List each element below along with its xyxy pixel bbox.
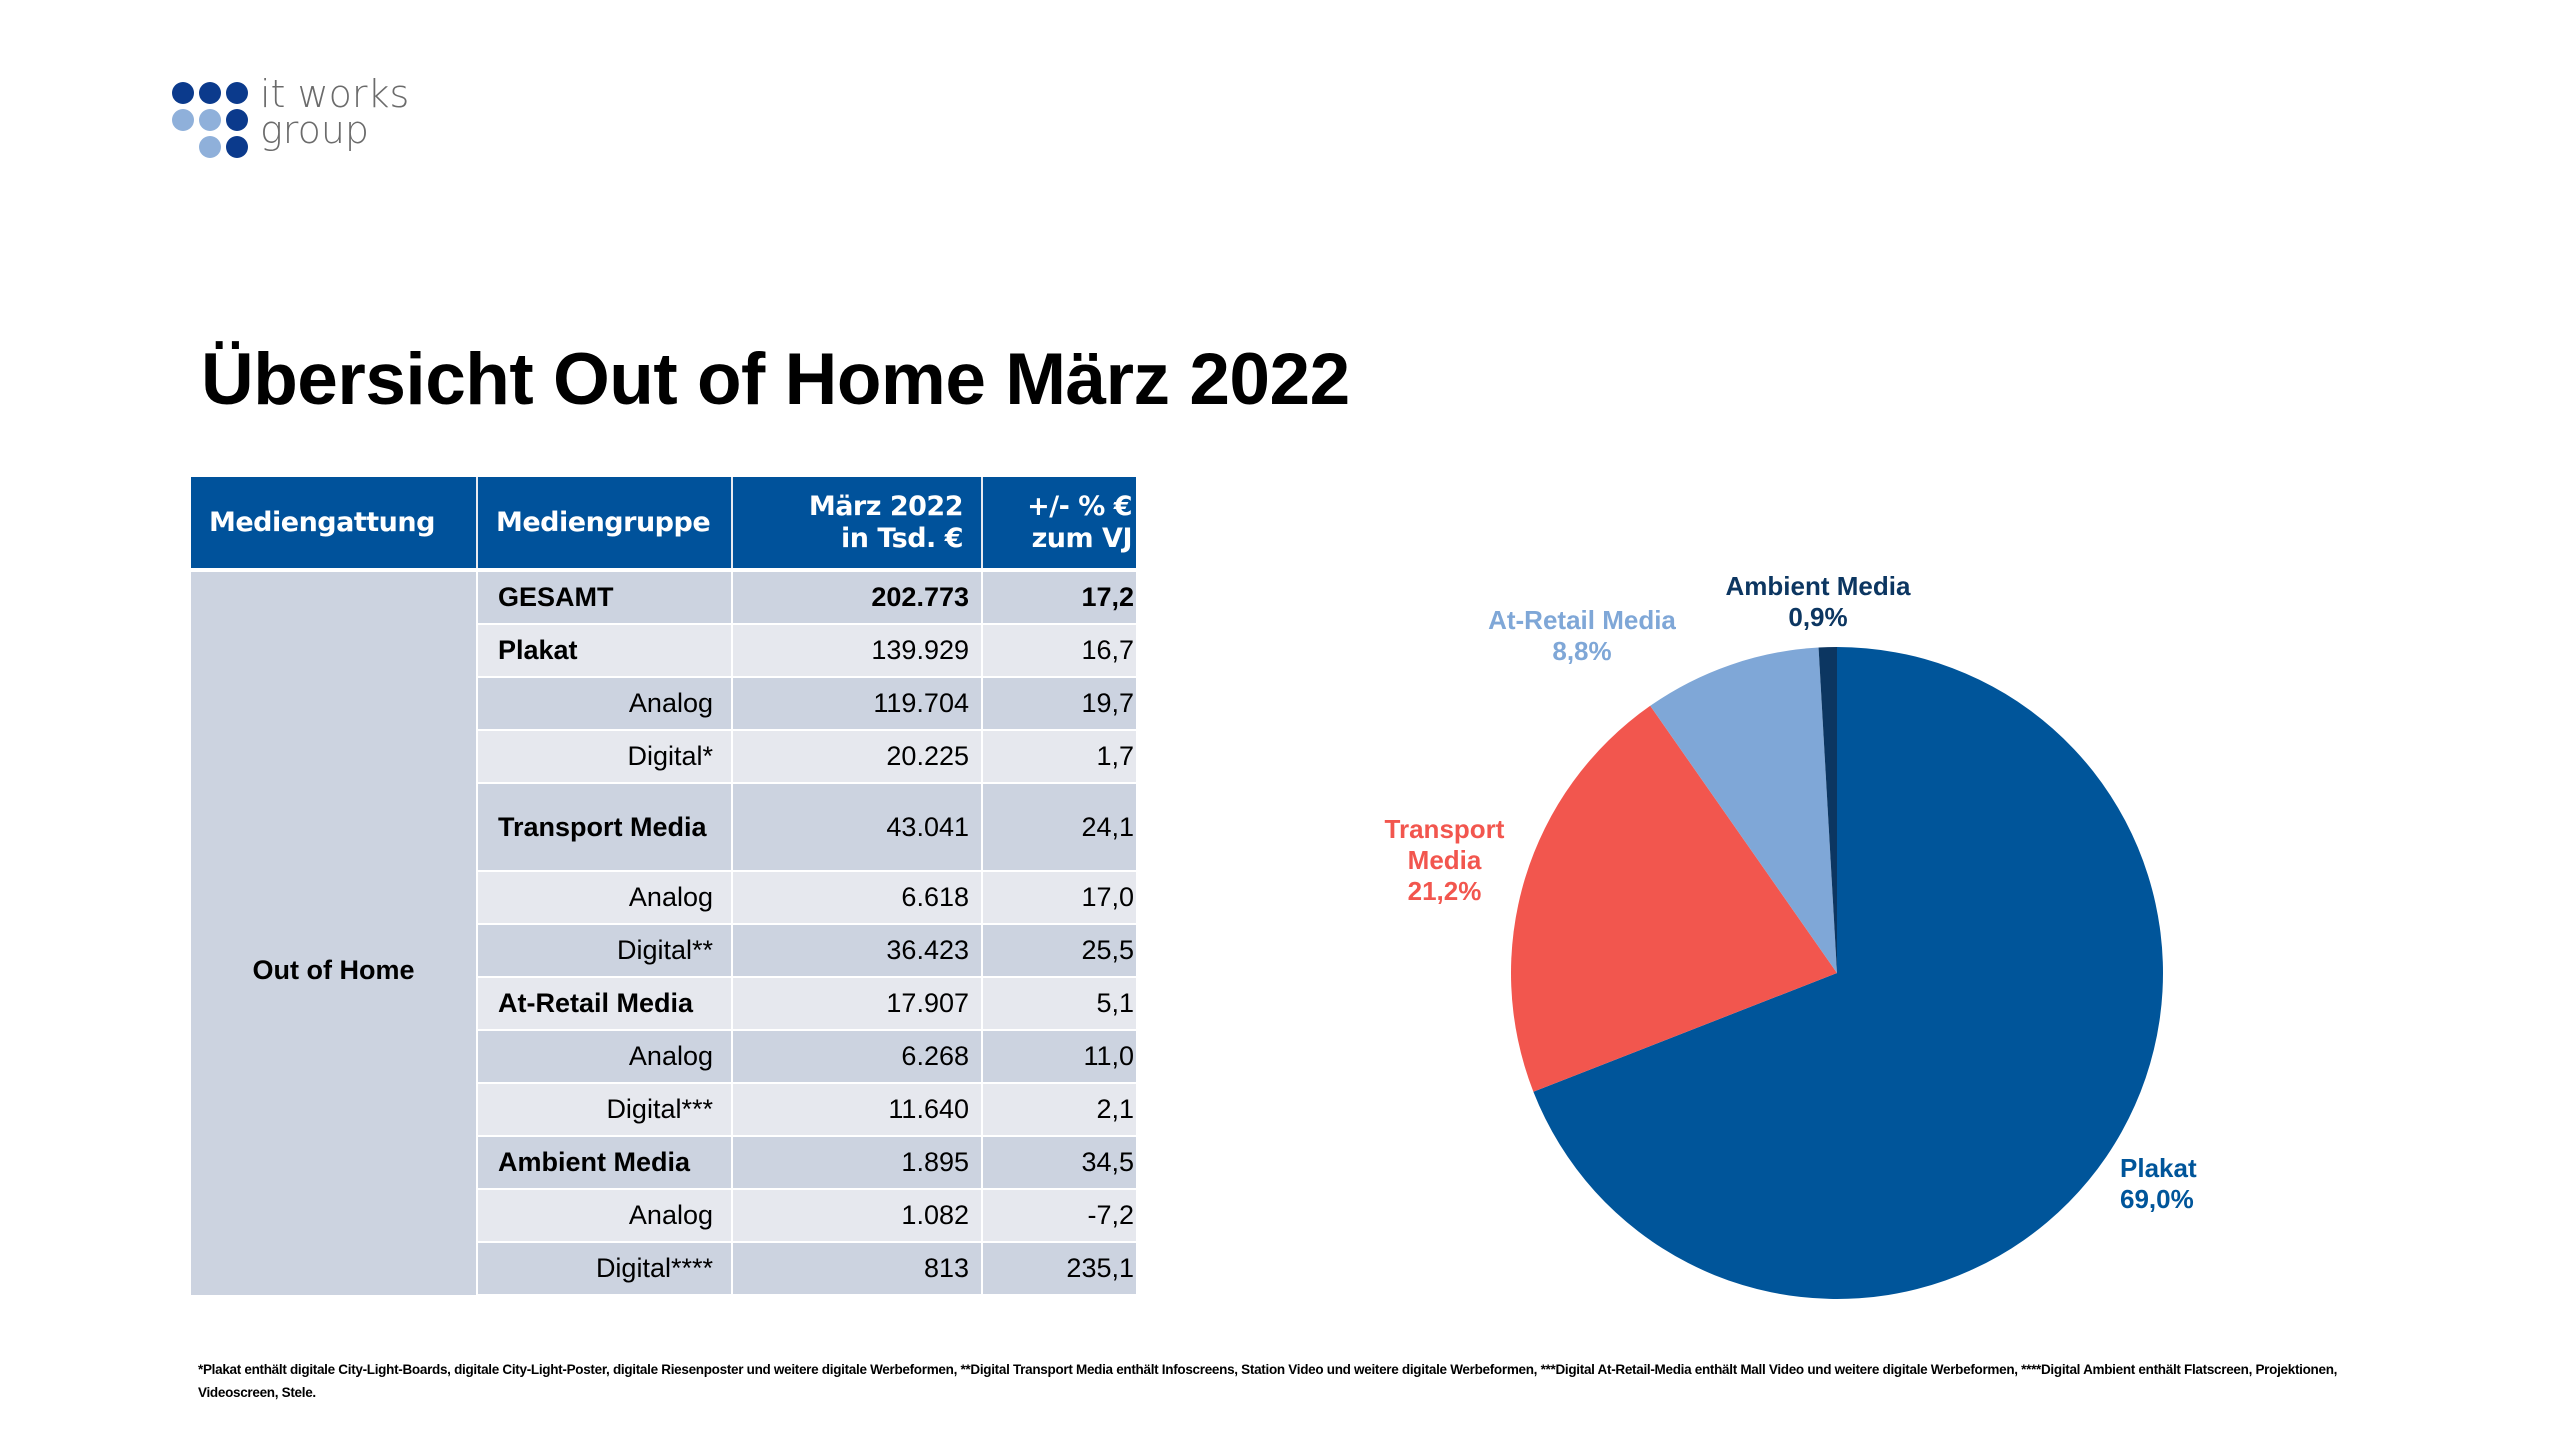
row-change: 19,7 [982, 677, 1136, 731]
table-row: Analog 119.704 19,7 [191, 677, 1136, 731]
group-label: Out of Home [252, 955, 415, 985]
footnote-line2: Videoscreen, Stele. [198, 1385, 316, 1400]
row-value: 1.895 [732, 1136, 983, 1190]
row-value: 43.041 [732, 783, 983, 872]
row-name: Digital**** [477, 1242, 733, 1296]
group-cell: Out of Home [191, 570, 478, 1295]
logo-dot [199, 109, 221, 131]
page-title: Übersicht Out of Home März 2022 [201, 339, 1350, 420]
table-row: Digital** 36.423 25,5 [191, 924, 1136, 978]
row-change: 16,7 [982, 624, 1136, 678]
row-name: Analog [477, 1189, 733, 1243]
row-change: 11,0 [982, 1030, 1136, 1084]
row-change: -7,2 [982, 1189, 1136, 1243]
row-value: 6.268 [732, 1030, 983, 1084]
pie-label-value: 69,0% [2120, 1184, 2194, 1214]
pie-label-value: 21,2% [1407, 876, 1482, 906]
header-change-line2: zum VJ [1031, 522, 1133, 554]
footnote: *Plakat enthält digitale City-Light-Boar… [198, 1358, 2438, 1404]
logo-dot [226, 82, 248, 104]
pie-label-value: 0,9% [1788, 602, 1848, 632]
logo-dot [172, 82, 194, 104]
row-change: 17,0 [982, 871, 1136, 925]
row-value: 36.423 [732, 924, 983, 978]
pie-label-name: Plakat [2120, 1153, 2197, 1183]
pie-label-transport: Transport Media 21,2% [1372, 814, 1517, 907]
logo-dot [226, 109, 248, 131]
row-name: At-Retail Media [477, 977, 733, 1031]
table-row: Out of Home GESAMT 202.773 17,2 [191, 570, 1136, 1295]
logo-text: it works group [260, 72, 410, 152]
logo-dot [199, 136, 221, 158]
row-name: Analog [477, 1030, 733, 1084]
pie-chart [1511, 647, 2163, 1299]
header-change: +/- % € zum VJ [982, 477, 1136, 572]
pie-label-ambient: Ambient Media 0,9% [1718, 571, 1918, 633]
pie-slice-at-retail-media [1650, 647, 1837, 973]
header-mediengruppe: Mediengruppe [477, 477, 733, 572]
row-change: 5,1 [982, 977, 1136, 1031]
row-value: 6.618 [732, 871, 983, 925]
logo-dot [172, 109, 194, 131]
row-name: GESAMT [477, 570, 733, 625]
pie-label-name-line2: Media [1407, 845, 1482, 875]
header-value-line1: März 2022 [808, 490, 964, 522]
header-mediengattung: Mediengattung [191, 477, 478, 572]
row-value: 139.929 [732, 624, 983, 678]
table-row: Ambient Media 1.895 34,5 [191, 1136, 1136, 1190]
table-row: Plakat 139.929 16,7 [191, 624, 1136, 678]
row-change: 1,7 [982, 730, 1136, 784]
row-name: Plakat [477, 624, 733, 678]
table-row: Digital**** 813 235,1 [191, 1242, 1136, 1296]
pie-label-name: At-Retail Media [1488, 605, 1676, 635]
row-name: Analog [477, 677, 733, 731]
row-change: 34,5 [982, 1136, 1136, 1190]
row-change: 25,5 [982, 924, 1136, 978]
row-name: Digital** [477, 924, 733, 978]
logo-dot [199, 82, 221, 104]
pie-label-plakat: Plakat 69,0% [2120, 1153, 2197, 1215]
table-row: Analog 1.082 -7,2 [191, 1189, 1136, 1243]
row-value: 1.082 [732, 1189, 983, 1243]
row-value: 202.773 [732, 570, 983, 625]
row-name: Digital* [477, 730, 733, 784]
table-row: Transport Media 43.041 24,1 [191, 783, 1136, 872]
pie-slice-ambient-media [1818, 647, 1837, 973]
row-change: 17,2 [982, 570, 1136, 625]
company-logo: it works group [172, 75, 432, 160]
table-row: Digital* 20.225 1,7 [191, 730, 1136, 784]
pie-label-at-retail: At-Retail Media 8,8% [1482, 605, 1682, 667]
row-name: Transport Media [477, 783, 733, 872]
row-value: 119.704 [732, 677, 983, 731]
table-row: Digital*** 11.640 2,1 [191, 1083, 1136, 1137]
pie-label-name: Ambient Media [1725, 571, 1911, 601]
row-value: 17.907 [732, 977, 983, 1031]
data-table: Mediengattung Mediengruppe März 2022 in T… [191, 477, 1136, 1296]
logo-line2: group [260, 108, 370, 152]
logo-line1: it works [260, 72, 410, 116]
pie-slice-transport [1511, 705, 1837, 1092]
header-change-line1: +/- % € [1027, 490, 1132, 522]
row-name: Digital*** [477, 1083, 733, 1137]
table-header-row: Mediengattung Mediengruppe März 2022 in T… [191, 477, 1136, 572]
row-value: 11.640 [732, 1083, 983, 1137]
footnote-line1: *Plakat enthält digitale City-Light-Boar… [198, 1362, 2338, 1377]
table-row: At-Retail Media 17.907 5,1 [191, 977, 1136, 1031]
row-value: 20.225 [732, 730, 983, 784]
logo-dot [226, 136, 248, 158]
row-name: Ambient Media [477, 1136, 733, 1190]
header-value-line2: in Tsd. € [840, 522, 964, 554]
pie-slice-plakat [1533, 647, 2163, 1299]
pie-label-name: Transport [1384, 814, 1505, 844]
header-value: März 2022 in Tsd. € [732, 477, 983, 572]
row-change: 235,1 [982, 1242, 1136, 1296]
row-value: 813 [732, 1242, 983, 1296]
row-name: Analog [477, 871, 733, 925]
table-row: Analog 6.268 11,0 [191, 1030, 1136, 1084]
table-row: Analog 6.618 17,0 [191, 871, 1136, 925]
pie-label-value: 8,8% [1552, 636, 1612, 666]
row-change: 24,1 [982, 783, 1136, 872]
row-change: 2,1 [982, 1083, 1136, 1137]
